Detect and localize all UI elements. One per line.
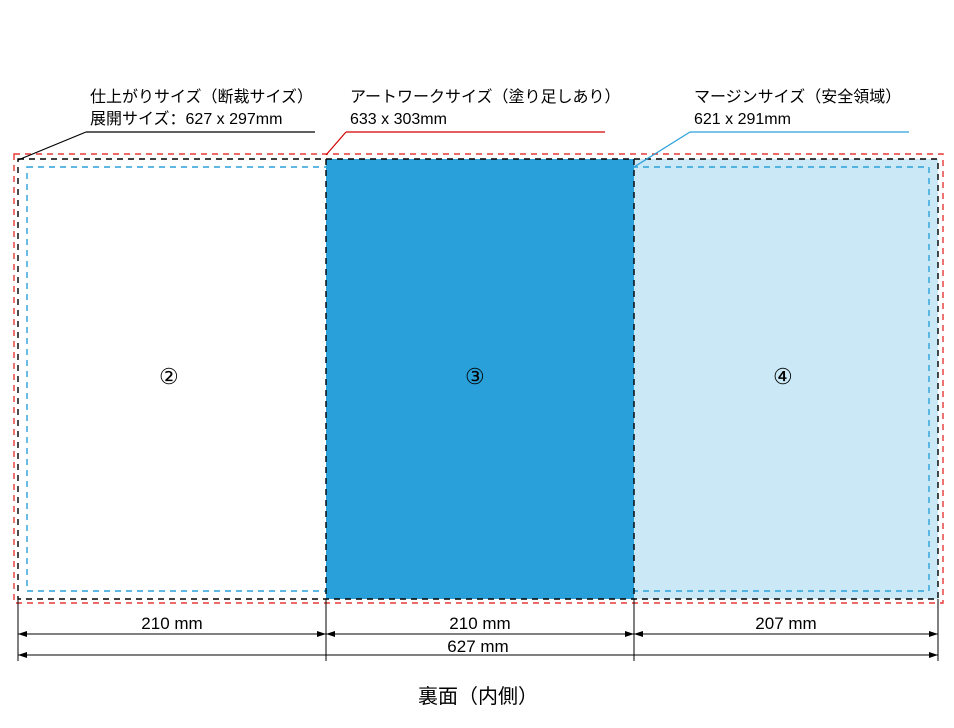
dim-seg-0: 210 mm — [141, 614, 202, 634]
dim-seg-2: 207 mm — [755, 614, 816, 634]
panel-3-number: ③ — [465, 364, 485, 390]
artwork-size-line2: 633 x 303mm — [350, 109, 621, 131]
margin-size-label: マージンサイズ（安全領域） 621 x 291mm — [694, 87, 901, 132]
margin-size-line1: マージンサイズ（安全領域） — [694, 87, 901, 109]
trim-size-line2: 展開サイズ：627 x 297mm — [90, 109, 313, 131]
panel-4-number: ④ — [773, 364, 793, 390]
margin-size-line2: 621 x 291mm — [694, 109, 901, 131]
panel-2-number: ② — [159, 364, 179, 390]
dim-total: 627 mm — [447, 637, 508, 657]
artwork-size-line1: アートワークサイズ（塗り足しあり） — [350, 87, 621, 109]
caption: 裏面（内側） — [418, 680, 538, 709]
dim-seg-1: 210 mm — [449, 614, 510, 634]
trim-size-label: 仕上がりサイズ（断裁サイズ） 展開サイズ：627 x 297mm — [90, 87, 313, 132]
artwork-size-label: アートワークサイズ（塗り足しあり） 633 x 303mm — [350, 87, 621, 132]
trim-size-line1: 仕上がりサイズ（断裁サイズ） — [90, 87, 313, 109]
